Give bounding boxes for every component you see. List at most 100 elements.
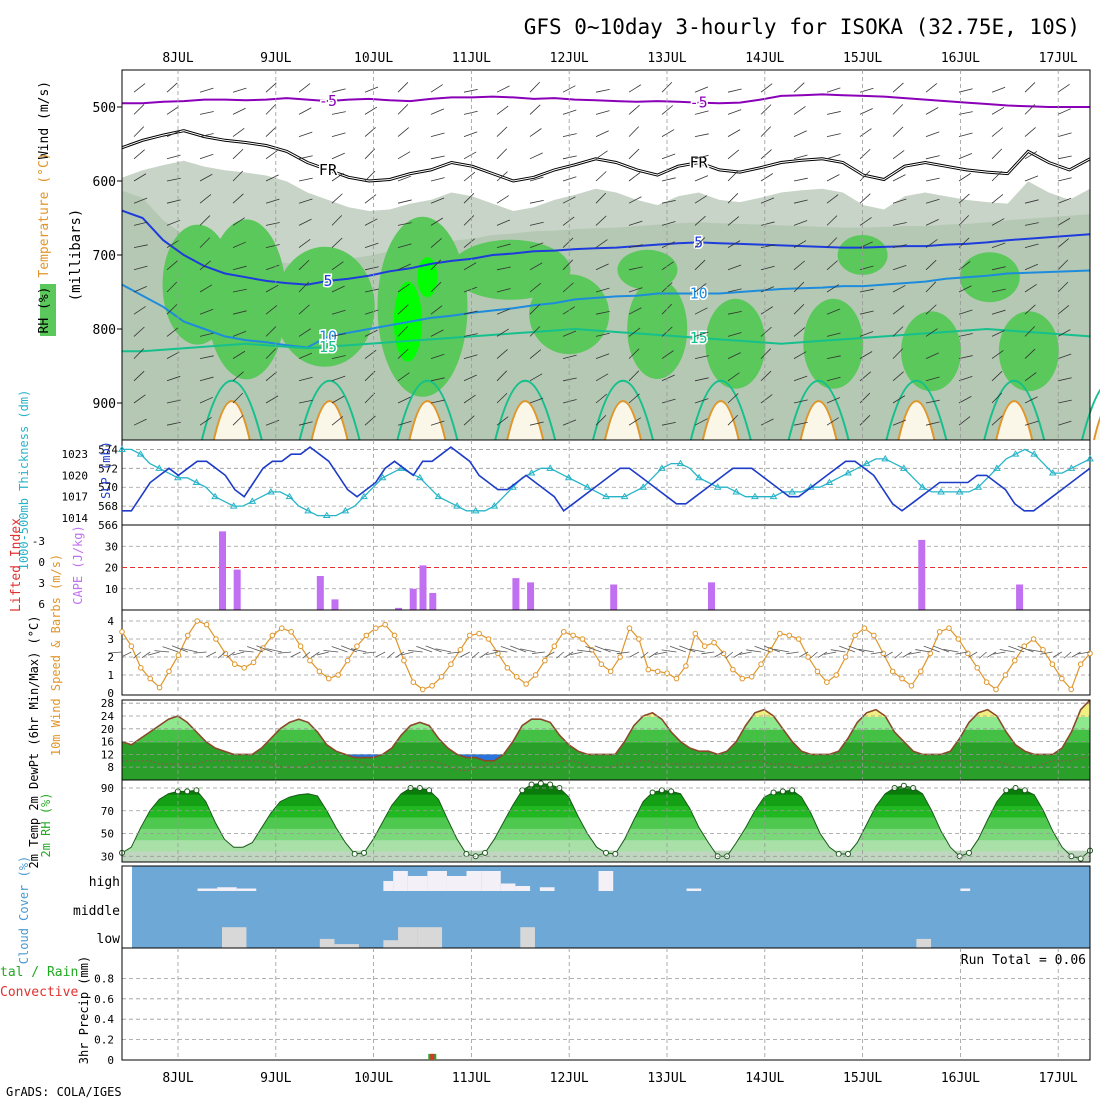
wind-speed-marker (805, 654, 811, 660)
wind-speed-marker (814, 668, 821, 675)
temp-contour-arch-20 (897, 400, 936, 441)
date-label-top: 9JUL (260, 51, 291, 66)
wind-barb-surface (141, 651, 151, 659)
wind-speed-marker (382, 621, 388, 628)
wind-barb (133, 104, 145, 115)
wind-barb (166, 260, 178, 271)
rh-marker (351, 851, 358, 858)
wind-barb-surface (564, 651, 574, 658)
wind-barb-surface (577, 649, 592, 653)
wind-barb (628, 327, 641, 337)
wind-barb (727, 352, 741, 359)
wind-barb (595, 332, 610, 337)
temp-contour-arch-15 (396, 379, 459, 441)
upper-air-panel-grid (177, 70, 1059, 440)
ytick-label-temp: 16 (101, 736, 114, 749)
cloud-high-bar (960, 888, 971, 891)
wind-barb (430, 305, 443, 315)
wind-barb (793, 199, 808, 204)
ylabel-wind: Wind (m/s) (37, 81, 52, 159)
wind-barb-surface (648, 651, 658, 658)
wind-barb (595, 110, 610, 115)
wind-barb-surface (278, 651, 292, 654)
wind-barb (859, 193, 871, 204)
wind-barb (364, 148, 376, 160)
wind-speed-marker (645, 666, 652, 673)
wind-barb (364, 266, 379, 271)
wind-barb (760, 149, 772, 160)
wind-barb (529, 152, 543, 160)
wind-barb-surface (447, 651, 461, 654)
wind-barb (331, 375, 346, 382)
wind-barb (430, 217, 444, 226)
wind-barb (265, 326, 277, 337)
cloud-high-bar (393, 871, 408, 891)
wind-barb (265, 198, 280, 204)
wind-barb (133, 265, 148, 271)
wind-barb (430, 399, 445, 404)
wind-barb (397, 396, 411, 404)
wind-barb (496, 288, 511, 293)
wind-barb (1057, 420, 1072, 426)
wind-speed-marker (692, 630, 699, 637)
wind-barb (232, 107, 246, 115)
wind-barb (760, 306, 773, 315)
wind-barb (727, 310, 742, 315)
wind-barb (265, 371, 277, 382)
wind-barb (133, 286, 147, 293)
wind-speed-marker (166, 668, 172, 675)
wind-barb (826, 355, 841, 359)
wind-barb (925, 259, 937, 271)
wind-speed-marker (899, 675, 905, 682)
thickness-marker (471, 506, 480, 514)
ylabel-precip: 3hr Precip (mm) (77, 956, 91, 1064)
wind-barb-surface (689, 648, 705, 653)
date-label-top: 13JUL (647, 51, 686, 66)
cape-bar (1016, 584, 1024, 610)
thickness-marker (676, 459, 685, 467)
wind-barb (562, 399, 577, 404)
wind-barb (529, 128, 542, 137)
wind-barb (628, 266, 643, 271)
wind-barb (1024, 104, 1036, 115)
ytick-label-rh: 70 (101, 805, 114, 818)
wind-barb (331, 309, 346, 315)
wind-barb-surface (1040, 651, 1053, 655)
precip-panel-grid (177, 948, 1059, 1060)
wind-barb (298, 259, 310, 271)
wind-barb (859, 310, 874, 315)
cape-bar (419, 565, 427, 610)
wind-barb (925, 352, 939, 359)
wind-barb (562, 377, 577, 382)
wind-barb (1057, 83, 1070, 93)
wind-barb (562, 176, 577, 182)
wind-barb (859, 415, 871, 426)
wind-barb (331, 193, 343, 204)
wind-barb (562, 259, 574, 271)
wind-barb (991, 127, 1004, 137)
contour-label: 5 (323, 272, 332, 290)
wind-barb (265, 104, 277, 115)
temp-contour-arch-20 (1093, 415, 1100, 441)
wind-barb (727, 240, 741, 248)
contour-label: FR (319, 161, 338, 179)
wind-barb (133, 173, 147, 182)
wind-speed-marker (278, 625, 285, 632)
wind-barb (595, 393, 608, 404)
temp-band (122, 703, 1090, 717)
wind-barb (331, 172, 344, 182)
wind-barb (133, 348, 145, 359)
wind-barb (628, 348, 640, 359)
ylabel-rh: RH (%) (37, 287, 52, 334)
wind-barb (298, 399, 313, 404)
wind-barb (199, 376, 214, 382)
rh-marker (966, 849, 972, 856)
slp-line (122, 446, 1091, 512)
wind-barb-surface (725, 651, 734, 659)
wind-barb-surface (460, 651, 470, 658)
wind-barb (1024, 372, 1037, 382)
wind-barb (925, 376, 940, 382)
ylabel-millibars: (millibars) (68, 209, 84, 302)
wind-barb (397, 326, 409, 337)
wind-barb (199, 133, 214, 137)
